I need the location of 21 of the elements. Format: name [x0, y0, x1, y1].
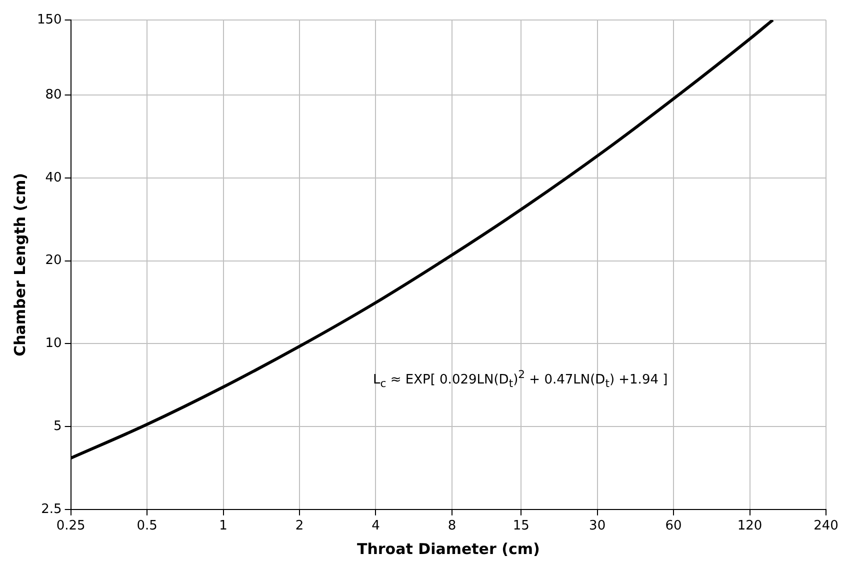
x-tick-label: 120 — [737, 518, 762, 534]
x-tick-label: 0.5 — [136, 518, 158, 534]
x-tick-label: 4 — [372, 518, 380, 534]
x-tick-label: 240 — [814, 518, 838, 534]
y-tick-label: 10 — [45, 336, 62, 352]
y-tick-label: 80 — [45, 88, 62, 103]
y-tick-label: 5 — [54, 418, 62, 434]
x-axis-title: Throat Diameter (cm) — [356, 540, 540, 558]
y-axis-title: Chamber Length (cm) — [10, 172, 29, 356]
x-tick-label: 30 — [589, 518, 606, 534]
y-tick-label: 20 — [45, 253, 62, 268]
x-tick-label: 2 — [295, 518, 304, 534]
x-tick-label: 15 — [512, 518, 530, 534]
x-tick-label: 1 — [219, 518, 228, 534]
y-tick-label: 150 — [36, 12, 62, 28]
y-tick-label: 40 — [45, 170, 62, 186]
text: L$_{c}$ ≈ EXP[ 0.029LN(D$_{t}$)$^{2}$ + 0.47LN(D$_{t}$) +1.94 ] — [373, 368, 668, 390]
x-tick-label: 0.25 — [56, 518, 86, 534]
x-tick-label: 60 — [665, 518, 682, 534]
x-tick-label: 8 — [448, 518, 456, 534]
y-tick-label: 2.5 — [41, 502, 62, 517]
